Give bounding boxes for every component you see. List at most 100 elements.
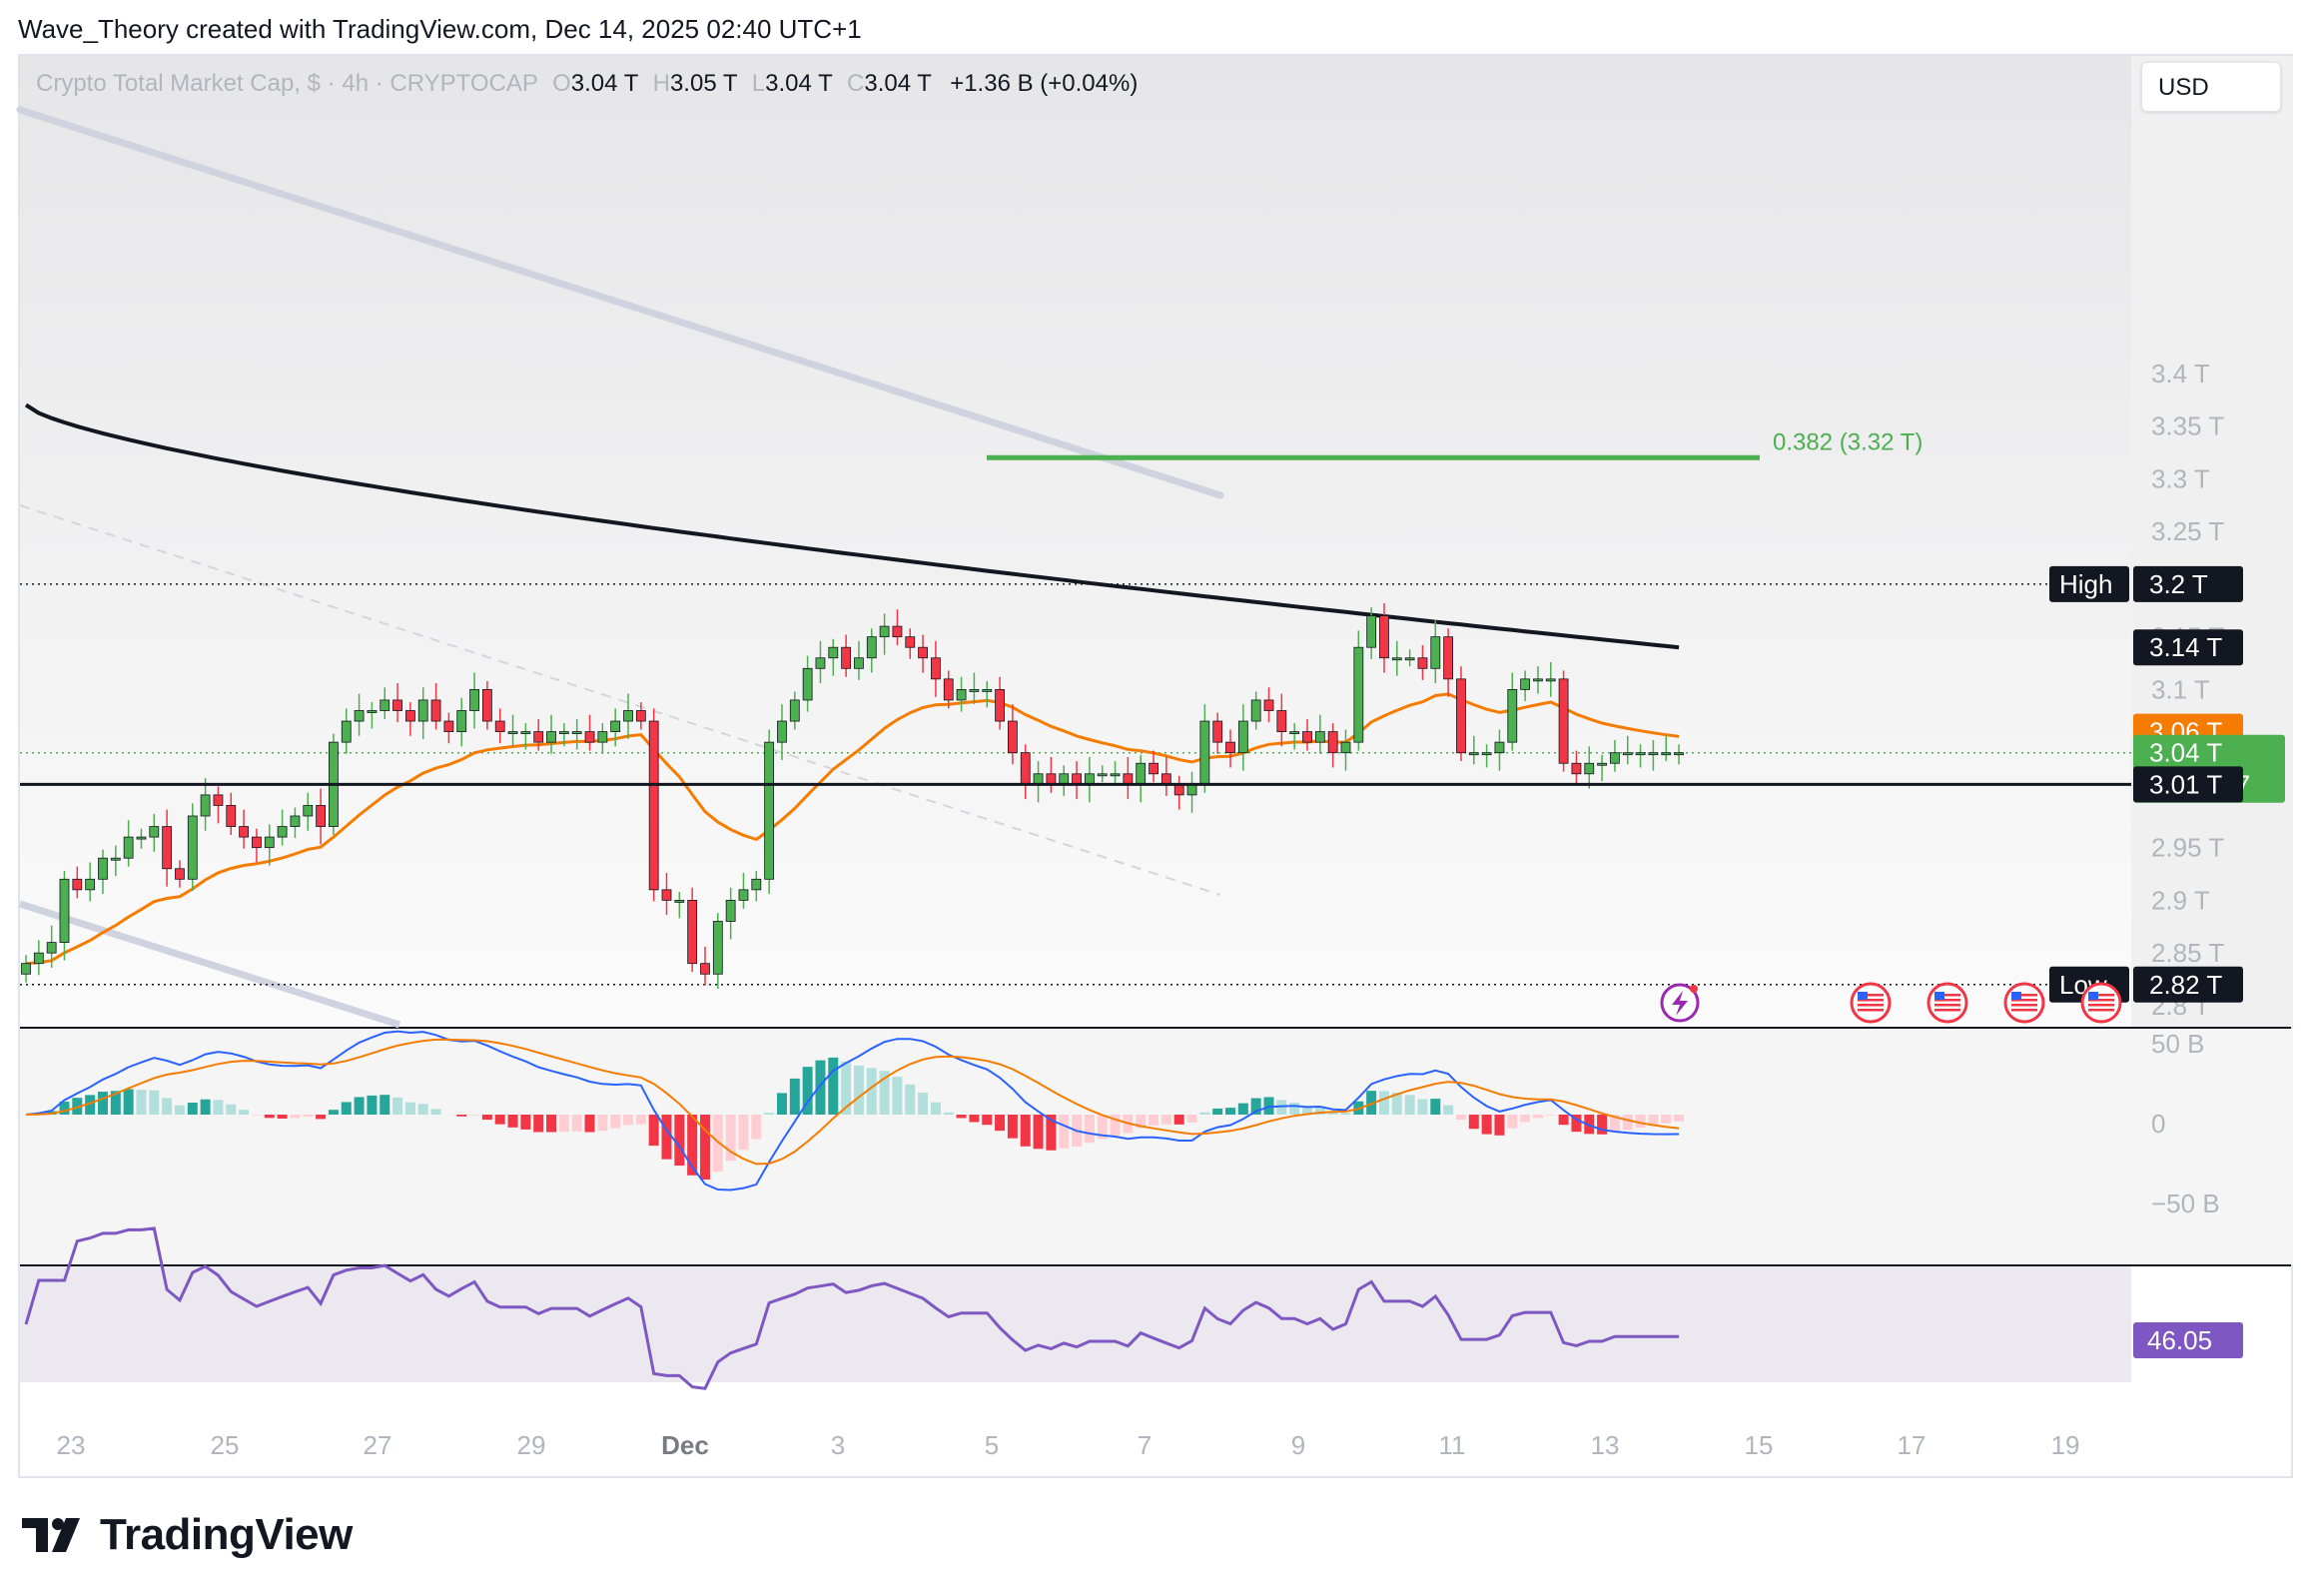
macd-histogram-bar	[597, 1115, 608, 1132]
macd-histogram-bar	[1212, 1108, 1223, 1115]
macd-histogram-bar	[200, 1099, 211, 1115]
candle-body	[1020, 752, 1031, 785]
macd-histogram-bar	[226, 1104, 237, 1115]
macd-histogram-bar	[584, 1115, 595, 1133]
macd-histogram-bar	[1455, 1115, 1466, 1121]
flag-ring	[1850, 982, 1892, 1024]
candle-body	[687, 900, 698, 965]
candle-body	[1635, 752, 1646, 756]
macd-histogram-bar	[841, 1061, 852, 1115]
macd-histogram-bar	[533, 1115, 544, 1133]
ema-line	[25, 692, 1680, 966]
candle-body	[1289, 731, 1300, 734]
candle-body	[1046, 773, 1057, 785]
low-price-label	[2133, 966, 2243, 1003]
y-tick-label: 2.9 T	[2151, 885, 2210, 915]
macd-histogram-bar	[1007, 1115, 1018, 1139]
candle-body	[417, 699, 428, 722]
macd-histogram-bar	[1149, 1115, 1159, 1126]
currency-button[interactable]: USD	[2141, 62, 2281, 112]
macd-histogram-bar	[918, 1092, 929, 1115]
candle-body	[1366, 615, 1377, 648]
candle-body	[507, 731, 518, 734]
macd-histogram-bar	[354, 1097, 365, 1115]
macd-histogram-bar	[430, 1109, 441, 1115]
candle-body	[1072, 773, 1082, 785]
macd-histogram-bar	[303, 1115, 314, 1118]
candle-body	[1084, 773, 1095, 785]
macd-histogram-bar	[879, 1071, 890, 1115]
x-tick-label: Dec	[661, 1430, 709, 1460]
us-flag-icon	[1926, 982, 1968, 1024]
candle-body	[1237, 720, 1248, 754]
fib-label: 0.382 (3.32 T)	[1773, 428, 1923, 455]
macd-histogram-bar	[853, 1065, 864, 1115]
candle-body	[33, 952, 44, 965]
candle-body	[187, 815, 198, 880]
macd-histogram-bar	[1097, 1115, 1108, 1140]
macd-histogram-bar	[969, 1115, 980, 1123]
y-tick-label: 2.85 T	[2151, 938, 2224, 968]
candle-body	[764, 741, 775, 880]
macd-histogram-bar	[1622, 1115, 1633, 1131]
macd-histogram-bar	[1391, 1093, 1402, 1115]
macd-histogram-bar	[341, 1102, 352, 1115]
tradingview-logo[interactable]: TradingView	[22, 1510, 353, 1560]
macd-histogram-bar	[187, 1103, 198, 1115]
candle-body	[367, 710, 378, 713]
y-tick-label: 3.4 T	[2151, 359, 2210, 389]
candle-body	[931, 657, 941, 680]
candle-body	[1314, 731, 1325, 743]
symbol-legend: Crypto Total Market Cap, $ · 4h · CRYPTO…	[36, 70, 1139, 97]
candle-body	[226, 805, 237, 827]
candle-body	[635, 710, 646, 722]
macd-histogram-bar	[892, 1077, 903, 1115]
y-tick-label: 2.95 T	[2151, 833, 2224, 863]
low-price-label-text: 2.82 T	[2149, 970, 2222, 1000]
candle-body	[725, 900, 736, 922]
y-tick-label: 3.35 T	[2151, 411, 2224, 441]
macd-histogram-bar	[392, 1097, 403, 1115]
candle-body	[597, 731, 608, 743]
candle-body	[1340, 741, 1351, 754]
candle-body	[854, 657, 864, 669]
rsi-value-text: 46.05	[2147, 1325, 2212, 1355]
candle-body	[533, 731, 544, 743]
macd-histogram-bar	[404, 1102, 415, 1115]
candle-body	[59, 878, 70, 943]
flag-stripe	[2088, 1004, 2114, 1007]
macd-histogram-bar	[1404, 1095, 1415, 1115]
macd-histogram-bar	[1366, 1091, 1377, 1115]
macd-histogram-bar	[162, 1098, 173, 1115]
low-value: 3.04 T	[765, 70, 833, 97]
macd-histogram-bar	[712, 1115, 723, 1173]
macd-histogram-bar	[1648, 1115, 1659, 1126]
flag-stripe	[1858, 994, 1884, 997]
macd-histogram-bar	[1520, 1115, 1531, 1123]
macd-histogram-bar	[699, 1115, 710, 1181]
candle-body	[354, 710, 365, 722]
candle-body	[123, 836, 134, 859]
flag-canton	[2088, 992, 2098, 1000]
macd-histogram-bar	[1302, 1106, 1312, 1115]
macd-histogram-bar	[1250, 1098, 1261, 1115]
flag-canton	[1934, 992, 1944, 1000]
candle-body	[72, 878, 83, 891]
candle-body	[392, 699, 402, 711]
symbol-name[interactable]: Crypto Total Market Cap, $ · 4h · CRYPTO…	[36, 70, 538, 97]
candle-body	[1558, 678, 1569, 764]
candle-body	[1149, 762, 1158, 775]
candle-body	[520, 731, 531, 734]
macd-tick-label: −50 B	[2151, 1189, 2220, 1218]
macd-histogram-bar	[328, 1110, 339, 1115]
macd-histogram-bar	[1661, 1115, 1672, 1124]
macd-histogram-bar	[1276, 1100, 1287, 1115]
candle-body	[918, 646, 928, 659]
candle-body	[469, 689, 479, 711]
macd-histogram-bar	[380, 1095, 390, 1115]
candle-body	[494, 720, 505, 732]
macd-histogram-bar	[123, 1089, 134, 1115]
macd-histogram-bar	[97, 1092, 108, 1115]
macd-histogram-bar	[1160, 1115, 1171, 1125]
